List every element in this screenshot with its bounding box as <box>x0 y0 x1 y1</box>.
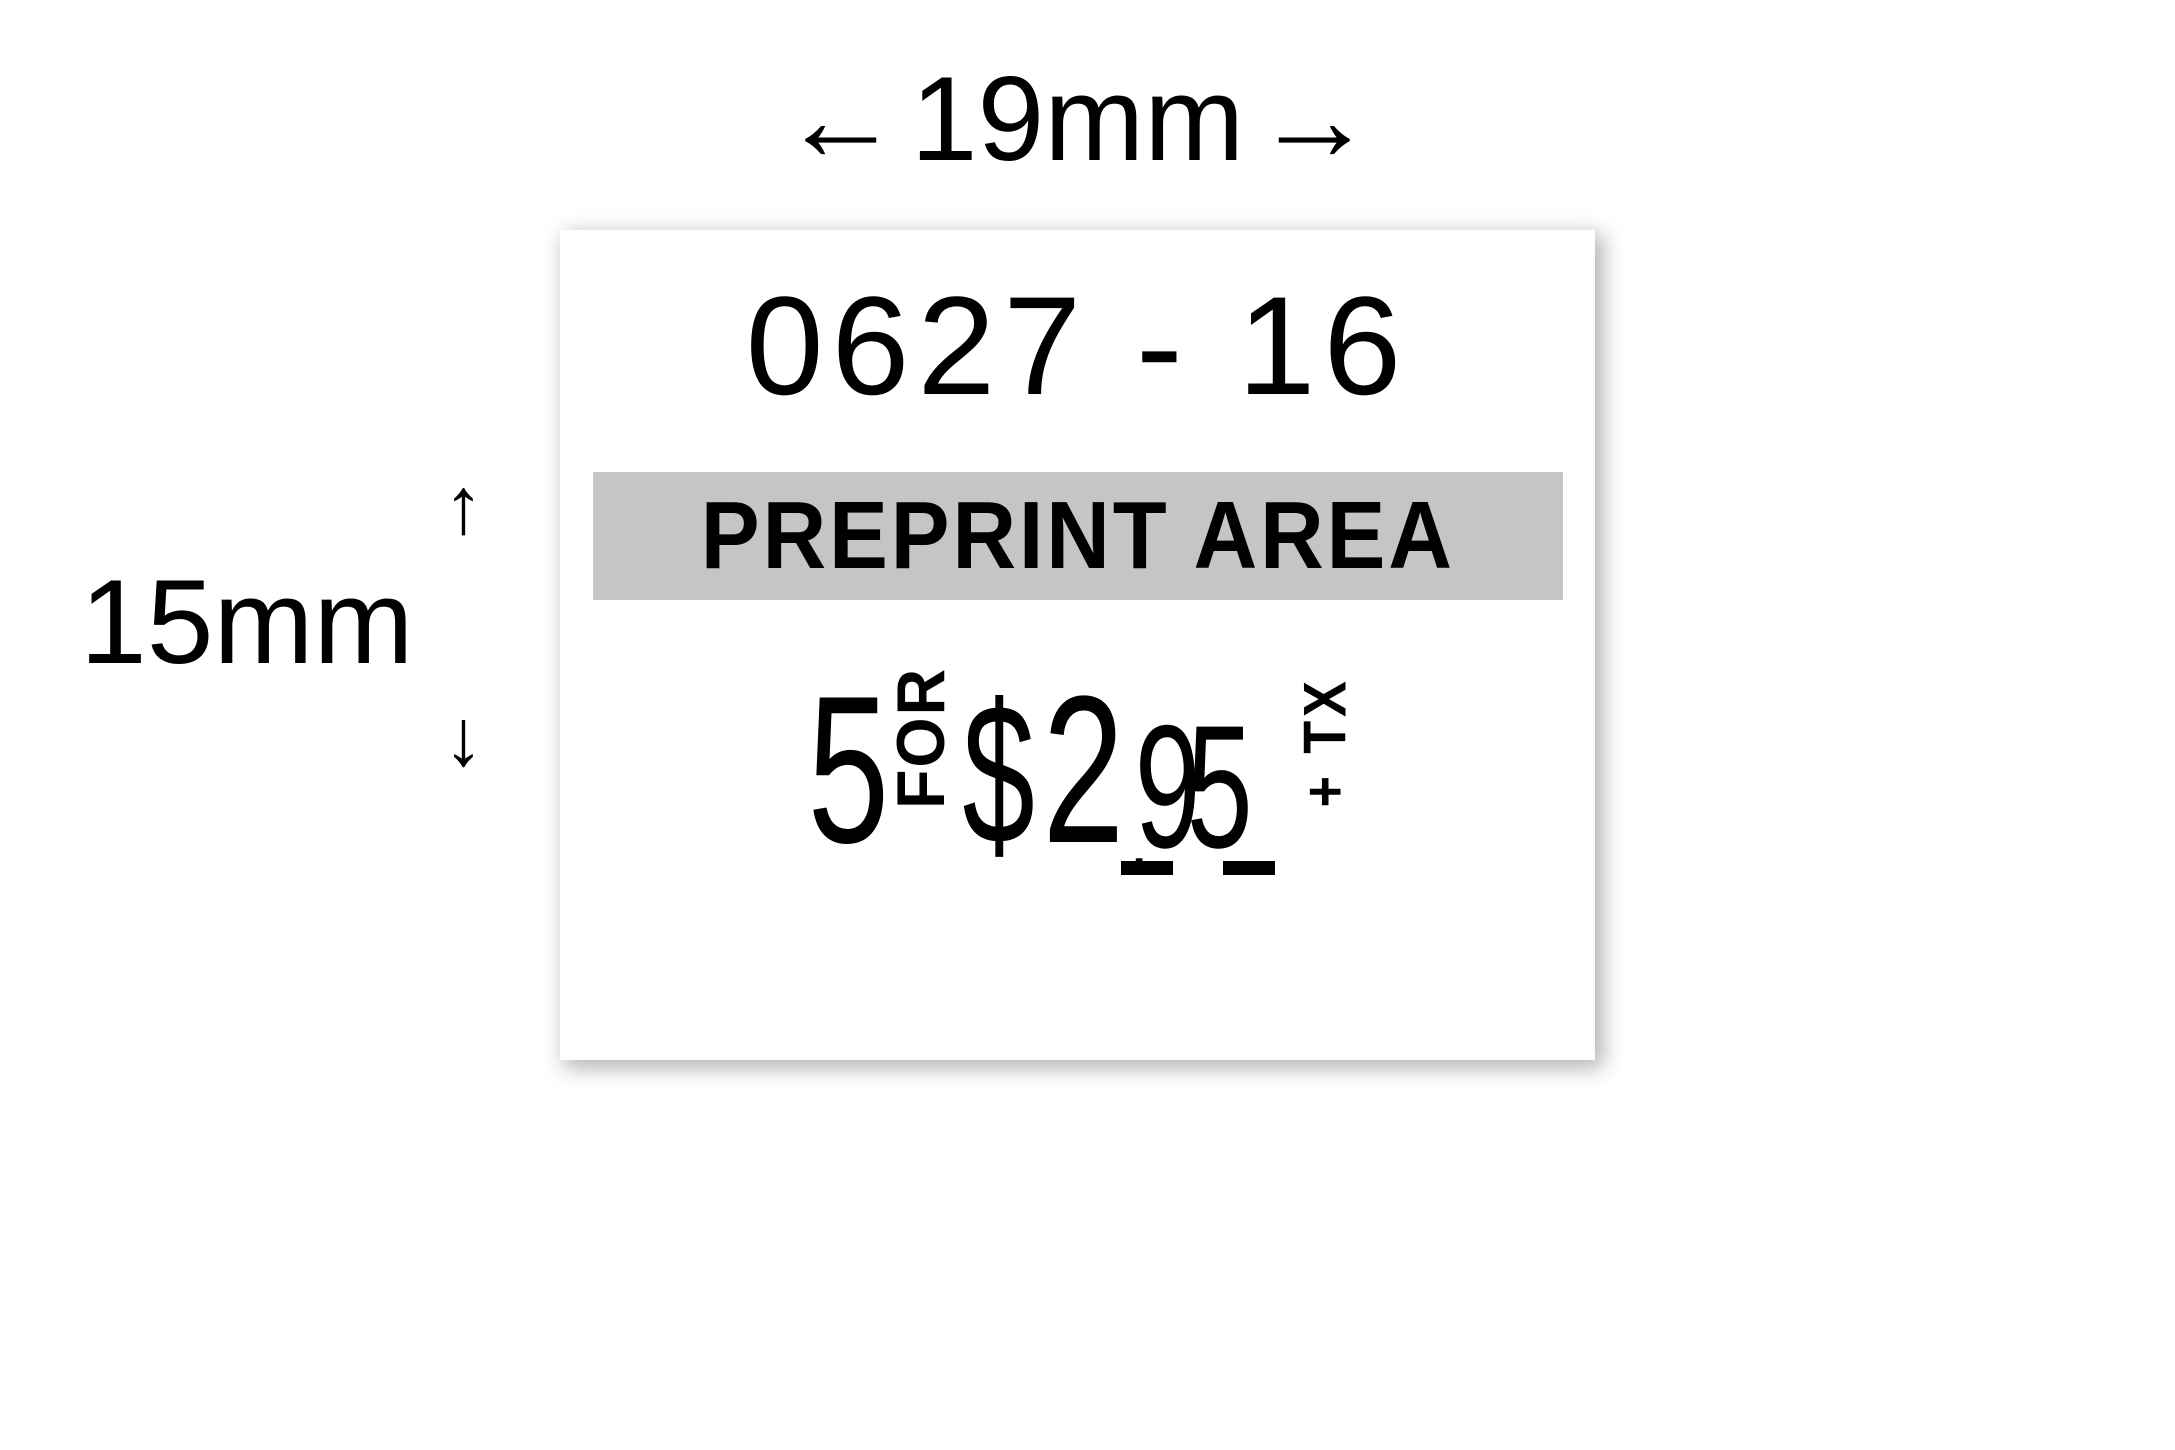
arrow-up-icon: ↑ <box>443 460 483 552</box>
arrow-down-icon: ↓ <box>443 692 483 784</box>
price-tax-label: + TX <box>1291 653 1360 833</box>
height-arrows: ↑ ↓ <box>443 460 483 784</box>
preprint-text: PREPRINT AREA <box>701 481 1455 591</box>
price-whole: 2 <box>1042 665 1124 875</box>
width-label: 19mm <box>911 50 1244 188</box>
price-currency: $ <box>963 675 1035 875</box>
price-quantity: 5 <box>807 665 889 875</box>
height-label: 15mm <box>80 553 413 691</box>
price-row: 5 FOR $ 2 9 5 + TX <box>790 655 1366 875</box>
preprint-area: PREPRINT AREA <box>593 472 1563 600</box>
height-dimension: 15mm ↑ ↓ <box>80 460 483 784</box>
arrow-right-icon: → <box>1254 50 1374 188</box>
product-code: 0627 - 16 <box>746 265 1410 427</box>
price-cent-2: 5 <box>1186 709 1252 867</box>
diagram-container: ← 19mm → 15mm ↑ ↓ 0627 - 16 PREPRINT ARE… <box>0 0 2175 1450</box>
price-label-card: 0627 - 16 PREPRINT AREA 5 FOR $ 2 9 5 + … <box>560 230 1595 1060</box>
arrow-left-icon: ← <box>781 50 901 188</box>
price-for-label: FOR <box>882 643 960 833</box>
price-cents: 9 5 <box>1119 709 1269 867</box>
price-cents-group: 9 5 <box>1121 709 1275 876</box>
width-dimension: ← 19mm → <box>560 50 1595 188</box>
